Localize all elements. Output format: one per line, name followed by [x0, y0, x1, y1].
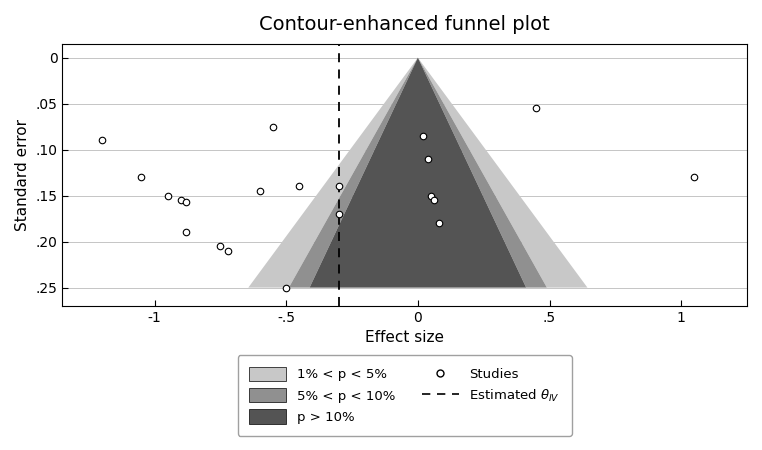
Point [267, 123, 279, 130]
Polygon shape [418, 58, 588, 288]
Polygon shape [309, 58, 526, 288]
Point [422, 155, 434, 162]
Point [293, 183, 306, 190]
Polygon shape [289, 58, 418, 288]
Point [96, 137, 108, 144]
Legend: 1% < p < 5%, 5% < p < 10%, p > 10%, Studies, Estimated $\theta_{IV}$: 1% < p < 5%, 5% < p < 10%, p > 10%, Stud… [238, 355, 572, 436]
Polygon shape [248, 58, 418, 288]
Point [688, 174, 700, 181]
Point [427, 197, 440, 204]
Point [417, 132, 429, 140]
Point [180, 229, 192, 236]
Point [136, 174, 148, 181]
Point [174, 197, 187, 204]
Point [333, 183, 345, 190]
Point [254, 188, 266, 195]
Point [530, 105, 543, 112]
Point [280, 284, 293, 291]
X-axis label: Effect size: Effect size [365, 330, 444, 346]
Point [333, 211, 345, 218]
Point [425, 192, 437, 199]
Point [162, 192, 174, 199]
Y-axis label: Standard error: Standard error [15, 119, 30, 231]
Point [223, 247, 235, 254]
Polygon shape [418, 58, 547, 288]
Title: Contour-enhanced funnel plot: Contour-enhanced funnel plot [259, 15, 550, 34]
Point [214, 243, 226, 250]
Point [180, 198, 192, 206]
Point [433, 220, 445, 227]
